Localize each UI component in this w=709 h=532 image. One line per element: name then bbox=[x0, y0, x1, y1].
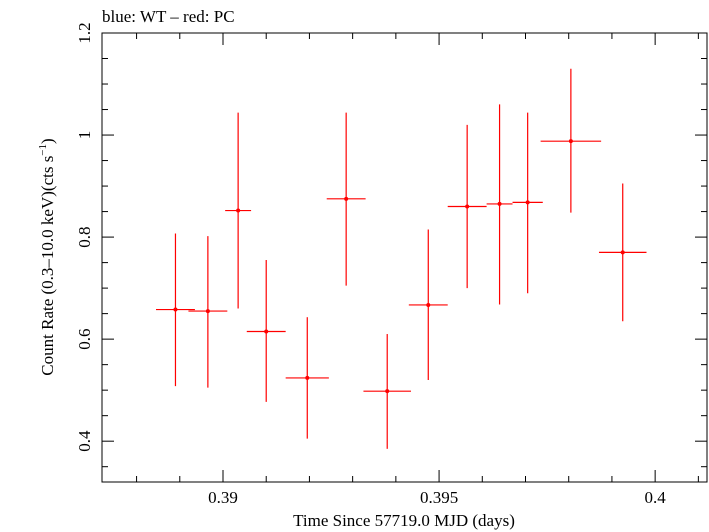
x-tick-label: 0.395 bbox=[420, 488, 458, 507]
data-marker bbox=[497, 201, 502, 206]
y-tick-label: 1.2 bbox=[75, 22, 94, 43]
plot-frame bbox=[101, 32, 708, 483]
data-point bbox=[363, 334, 411, 449]
data-point bbox=[326, 112, 366, 286]
chart-title: blue: WT – red: PC bbox=[102, 7, 235, 26]
data-marker bbox=[264, 329, 269, 334]
x-axis-label: Time Since 57719.0 MJD (days) bbox=[293, 511, 515, 530]
data-marker bbox=[236, 208, 241, 213]
data-point bbox=[408, 229, 448, 380]
x-axis: 0.39 0.395 0.4 bbox=[136, 33, 699, 507]
y-tick-label: 0.4 bbox=[75, 430, 94, 452]
y-axis-label-main: Count Rate (0.3–10.0 keV)(cts s bbox=[38, 156, 57, 376]
data-point bbox=[285, 317, 329, 439]
y-tick-label: 0.8 bbox=[75, 226, 94, 247]
x-tick-label: 0.4 bbox=[645, 488, 667, 507]
x-tick-label: 0.39 bbox=[208, 488, 238, 507]
data-point bbox=[447, 124, 487, 289]
data-marker bbox=[344, 196, 349, 201]
y-axis-label-exponent: −1 bbox=[37, 144, 49, 156]
data-marker bbox=[385, 389, 390, 394]
data-marker bbox=[525, 200, 530, 205]
data-marker bbox=[426, 302, 431, 307]
y-axis: 0.4 0.6 0.8 1 1.2 bbox=[75, 22, 707, 468]
y-axis-label-tail: ) bbox=[38, 138, 57, 144]
y-axis-label: Count Rate (0.3–10.0 keV)(cts s−1) bbox=[37, 138, 57, 375]
data-point bbox=[486, 104, 513, 305]
data-point bbox=[246, 260, 286, 402]
data-marker bbox=[465, 204, 470, 209]
y-tick-label: 0.6 bbox=[75, 329, 94, 350]
data-point bbox=[188, 236, 228, 388]
data-point bbox=[598, 183, 647, 322]
data-marker bbox=[173, 307, 178, 312]
data-marker bbox=[305, 375, 310, 380]
data-point bbox=[512, 112, 543, 294]
data-marker bbox=[205, 309, 210, 314]
data-point bbox=[225, 112, 252, 309]
data-marker bbox=[568, 139, 573, 144]
data-marker bbox=[620, 250, 625, 255]
data-series-pc bbox=[156, 68, 647, 449]
data-point bbox=[156, 233, 195, 387]
y-tick-label: 1 bbox=[75, 131, 94, 140]
data-point bbox=[540, 68, 602, 213]
